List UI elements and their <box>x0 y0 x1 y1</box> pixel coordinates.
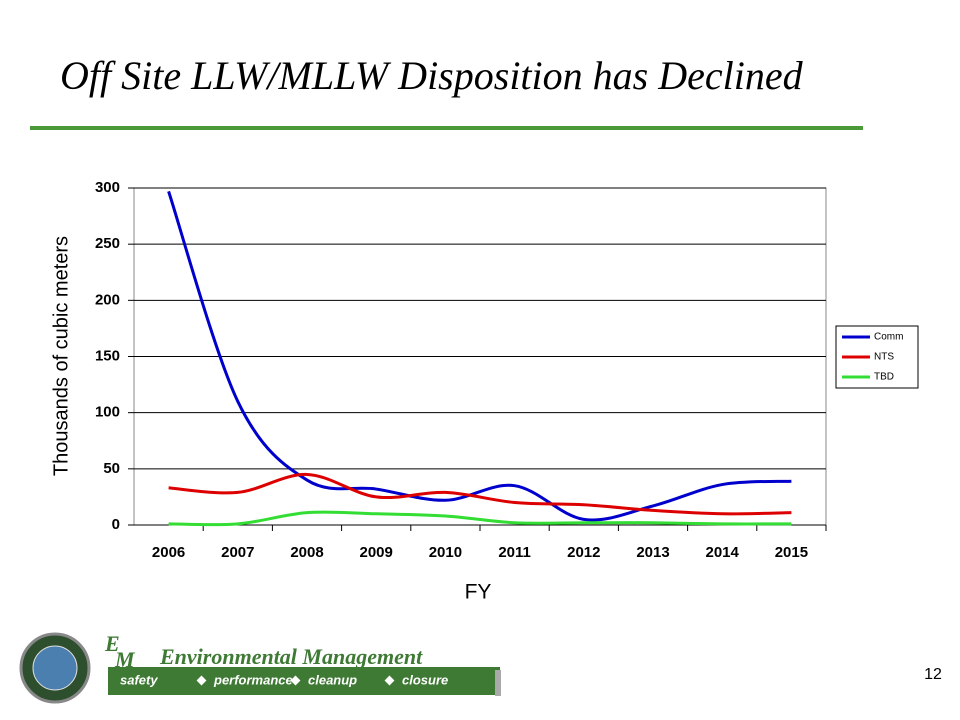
x-tick-label: 2014 <box>706 544 740 561</box>
x-tick-label: 2011 <box>498 544 531 561</box>
motto-word: cleanup <box>308 672 357 687</box>
x-tick-label: 2012 <box>567 544 600 561</box>
motto-word: performance <box>213 672 293 687</box>
motto-bar <box>108 667 500 695</box>
x-tick-label: 2015 <box>775 544 808 561</box>
footer: E M Environmental Management 12 <box>19 631 942 704</box>
motto-bar-shadow <box>495 670 501 696</box>
y-tick-label: 50 <box>103 460 120 477</box>
y-tick-label: 250 <box>95 235 120 252</box>
series-line <box>167 190 792 522</box>
x-tick-label: 2007 <box>221 544 254 561</box>
motto-word: closure <box>402 672 448 687</box>
y-tick-label: 0 <box>112 516 120 533</box>
x-axis-label: FY <box>465 581 492 604</box>
page-number: 12 <box>924 666 942 683</box>
slide-title: Off Site LLW/MLLW Disposition has Declin… <box>60 53 804 98</box>
logo-e: E <box>104 631 120 656</box>
y-tick-label: 300 <box>95 179 120 196</box>
seal-inner <box>32 645 78 691</box>
legend-label: NTS <box>874 352 894 363</box>
motto-word: safety <box>120 672 158 687</box>
legend-label: TBD <box>874 372 894 383</box>
x-tick-label: 2013 <box>636 544 669 561</box>
motto-diamond <box>196 675 207 686</box>
legend-label: Comm <box>874 332 903 343</box>
x-tick-label: 2006 <box>152 544 185 561</box>
series-line <box>168 510 792 527</box>
x-tick-label: 2009 <box>360 544 393 561</box>
motto-diamond <box>290 675 301 686</box>
title-rule <box>30 126 863 130</box>
y-axis-label: Thousands of cubic meters <box>50 236 72 476</box>
x-tick-label: 2008 <box>290 544 323 561</box>
x-tick-label: 2010 <box>429 544 462 561</box>
logo-m: M <box>114 647 136 672</box>
y-tick-label: 100 <box>95 404 120 421</box>
org-name: Environmental Management <box>159 644 423 669</box>
y-tick-label: 200 <box>95 291 120 308</box>
motto-diamond <box>384 675 395 686</box>
y-tick-label: 150 <box>95 347 120 364</box>
series-line <box>168 472 792 516</box>
